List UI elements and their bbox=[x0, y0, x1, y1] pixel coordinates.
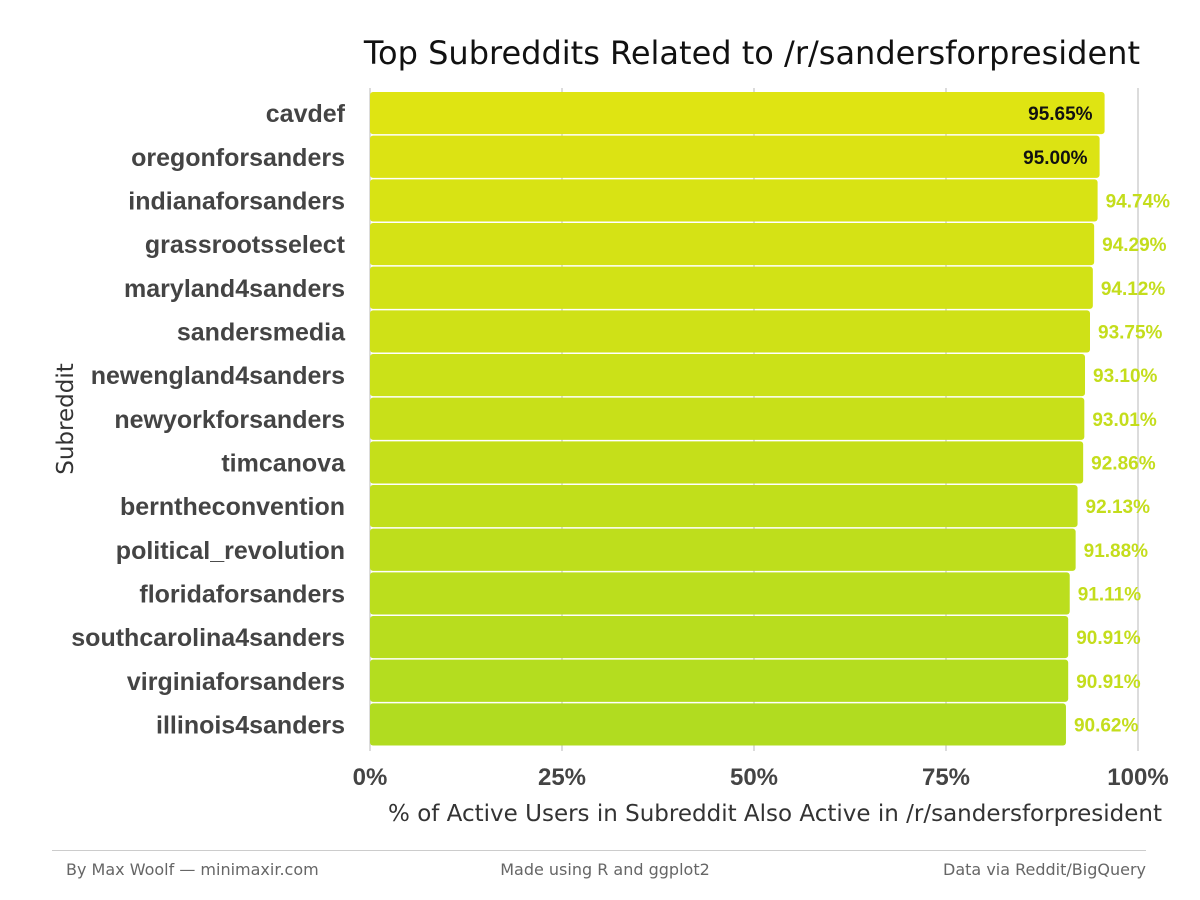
data-label: 92.86% bbox=[1091, 453, 1156, 474]
data-label: 90.62% bbox=[1074, 715, 1139, 736]
x-tick-label: 25% bbox=[538, 764, 586, 791]
value-label-layer: 95.65% 95.00% 94.74% 94.29% 94.12% 93.75% 93.1… bbox=[1023, 104, 1170, 736]
category-label: illinois4sanders bbox=[156, 711, 345, 739]
x-tick-label: 0% bbox=[353, 764, 388, 791]
category-label: sandersmedia bbox=[177, 318, 346, 346]
data-label: 94.29% bbox=[1102, 235, 1167, 256]
category-label: grassrootsselect bbox=[145, 231, 346, 259]
data-label: 93.10% bbox=[1093, 366, 1158, 387]
data-label: 90.91% bbox=[1076, 628, 1141, 649]
bar bbox=[370, 135, 1100, 178]
x-axis-title: % of Active Users in Subreddit Also Acti… bbox=[388, 801, 1162, 827]
category-label: berntheconvention bbox=[120, 493, 345, 521]
data-label: 93.75% bbox=[1098, 322, 1163, 343]
category-label: oregonforsanders bbox=[131, 144, 345, 172]
bar bbox=[370, 92, 1105, 135]
footer-credit: By Max Woolf — minimaxir.com bbox=[66, 860, 319, 879]
data-label: 90.91% bbox=[1076, 672, 1141, 693]
data-label: 94.74% bbox=[1106, 191, 1171, 212]
category-label: cavdef bbox=[266, 100, 346, 128]
bar bbox=[370, 572, 1070, 615]
bar-chart: 95.65% 95.00% 94.74% 94.29% 94.12% 93.75% 93.1… bbox=[53, 34, 1170, 827]
bar bbox=[370, 528, 1076, 571]
bar bbox=[370, 354, 1086, 397]
bar bbox=[370, 397, 1085, 440]
chart-title: Top Subreddits Related to /r/sandersforp… bbox=[363, 34, 1140, 72]
footer-divider bbox=[52, 850, 1146, 851]
category-label: newyorkforsanders bbox=[114, 406, 345, 434]
footer-tool: Made using R and ggplot2 bbox=[500, 860, 710, 879]
data-label: 92.13% bbox=[1086, 497, 1151, 518]
x-tick-label: 50% bbox=[730, 764, 778, 791]
data-label: 93.01% bbox=[1092, 410, 1157, 431]
category-label: political_revolution bbox=[116, 537, 345, 565]
data-label: 95.65% bbox=[1028, 104, 1093, 125]
x-tick-label: 100% bbox=[1107, 764, 1168, 791]
category-label: newengland4sanders bbox=[91, 362, 345, 390]
data-label: 91.11% bbox=[1078, 584, 1141, 605]
category-label: maryland4sanders bbox=[124, 275, 345, 303]
category-label: southcarolina4sanders bbox=[71, 624, 345, 652]
category-label: floridaforsanders bbox=[139, 580, 345, 608]
bar bbox=[370, 616, 1069, 659]
bar bbox=[370, 441, 1084, 484]
category-label: virginiaforsanders bbox=[127, 668, 345, 696]
bar-layer bbox=[370, 92, 1105, 746]
category-label: indianaforsanders bbox=[128, 187, 345, 215]
x-tick-label: 75% bbox=[922, 764, 970, 791]
x-tick-layer: 0% 25% 50% 75% 100% bbox=[353, 764, 1169, 791]
data-label: 95.00% bbox=[1023, 148, 1088, 169]
y-axis-title: Subreddit bbox=[53, 363, 79, 475]
category-label-layer: cavdef oregonforsanders indianaforsanders g… bbox=[71, 100, 346, 739]
data-label: 91.88% bbox=[1084, 541, 1149, 562]
bar bbox=[370, 310, 1090, 353]
bar bbox=[370, 485, 1078, 528]
bar bbox=[370, 659, 1069, 702]
bar bbox=[370, 703, 1066, 746]
category-label: timcanova bbox=[221, 449, 346, 477]
footer-source: Data via Reddit/BigQuery bbox=[943, 860, 1146, 879]
bar bbox=[370, 266, 1093, 309]
bar bbox=[370, 179, 1098, 222]
bar bbox=[370, 223, 1095, 266]
data-label: 94.12% bbox=[1101, 279, 1166, 300]
